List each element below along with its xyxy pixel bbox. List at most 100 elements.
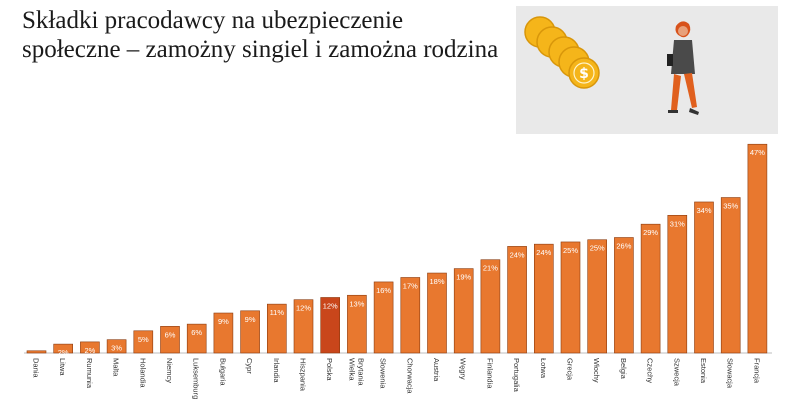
data-label-Malta: 3% [111, 344, 122, 353]
tick-label-Malta: Malta [112, 358, 121, 377]
svg-text:Austria: Austria [432, 358, 441, 382]
svg-text:Chorwacja: Chorwacja [405, 358, 414, 394]
bar-Czechy [640, 223, 661, 354]
illustration-panel: $ [516, 6, 778, 134]
data-label-Polska: 12% [323, 301, 338, 310]
bar-Grecja [560, 241, 581, 354]
bar-Niemcy [160, 326, 180, 354]
svg-text:Luksemburg: Luksemburg [192, 358, 201, 399]
data-label-Grecja: 25% [563, 246, 578, 255]
bar-Wielka Brytania [347, 294, 367, 354]
tick-label-Irlandia: Irlandia [272, 358, 281, 383]
data-label-Wielka Brytania: 13% [349, 299, 364, 308]
svg-text:Malta: Malta [112, 358, 121, 377]
bar-Irlandia [266, 303, 287, 354]
data-label-Bułgaria: 9% [218, 317, 229, 326]
tick-label-Słowenia: Słowenia [379, 358, 388, 389]
data-label-Irlandia: 11% [270, 308, 285, 317]
tick-label-Czechy: Czechy [646, 358, 655, 383]
data-label-Niemcy: 6% [165, 330, 176, 339]
data-label-Luksemburg: 6% [191, 328, 202, 337]
svg-text:Słowenia: Słowenia [379, 358, 388, 389]
bar-Łotwa [533, 243, 554, 354]
data-label-Hiszpania: 12% [296, 304, 311, 313]
tick-label-Estonia: Estonia [699, 358, 708, 384]
svg-text:Szwecja: Szwecja [672, 358, 681, 387]
tick-label-Dania: Dania [32, 358, 41, 378]
svg-text:Belgia: Belgia [619, 358, 628, 380]
tick-label-Węgry: Węgry [459, 358, 468, 380]
coin-stack-icon: $ [524, 16, 600, 89]
bar-Cypr [240, 310, 260, 354]
tick-label-Bułgaria: Bułgaria [218, 358, 227, 386]
bar-Austria [427, 272, 447, 354]
data-label-Litwa: 2% [58, 348, 69, 357]
svg-text:Brytania: Brytania [356, 358, 365, 386]
svg-text:Grecja: Grecja [566, 358, 575, 381]
tick-label-Szwecja: Szwecja [672, 358, 681, 387]
bar-Portugalia [507, 246, 527, 354]
bar-Bułgaria [213, 312, 234, 354]
data-label-Słowenia: 16% [376, 286, 391, 295]
tick-label-Słowacja: Słowacja [726, 358, 735, 389]
tick-label-Rumunia: Rumunia [85, 358, 94, 389]
svg-text:Francja: Francja [752, 358, 761, 384]
data-label-Francja: 47% [750, 148, 765, 157]
svg-text:Wielka: Wielka [347, 358, 356, 381]
tick-label-Luksemburg: Luksemburg [192, 358, 201, 399]
bar-Malta [106, 339, 127, 354]
tick-label-Cypr: Cypr [245, 358, 254, 374]
bar-Słowenia [373, 281, 394, 354]
svg-text:Finlandia: Finlandia [485, 358, 494, 389]
data-label-Czechy: 29% [643, 228, 658, 237]
svg-text:$: $ [579, 66, 589, 82]
data-label-Belgia: 26% [616, 242, 631, 251]
tick-label-Polska: Polska [325, 358, 334, 381]
data-label-Portugalia: 24% [510, 250, 525, 259]
svg-text:Łotwa: Łotwa [539, 358, 548, 379]
data-label-Chorwacja: 17% [403, 281, 418, 290]
tick-label-Austria: Austria [432, 358, 441, 382]
svg-text:Portugalia: Portugalia [512, 358, 521, 393]
tick-label-Litwa: Litwa [58, 358, 67, 376]
bar-Belgia [614, 237, 634, 354]
tick-label-Niemcy: Niemcy [165, 358, 174, 383]
tick-label-Holandia: Holandia [138, 358, 147, 388]
data-label-Rumunia: 2% [84, 346, 95, 355]
svg-text:Włochy: Włochy [592, 358, 601, 383]
tick-label-Belgia: Belgia [619, 358, 628, 380]
tick-label-Wielka Brytania: Wielka Brytania [347, 358, 365, 386]
bar-Węgry [453, 268, 474, 354]
chart-title: Składki pracodawcy na ubezpieczenie społ… [22, 7, 499, 63]
data-label-Estonia: 34% [696, 206, 711, 215]
svg-text:Rumunia: Rumunia [85, 358, 94, 389]
svg-text:Bułgaria: Bułgaria [218, 358, 227, 386]
svg-text:Niemcy: Niemcy [165, 358, 174, 383]
bar-Litwa [53, 343, 74, 354]
svg-text:Dania: Dania [32, 358, 41, 378]
bar-Słowacja [720, 197, 741, 354]
svg-text:Polska: Polska [325, 358, 334, 381]
tick-label-Finlandia: Finlandia [485, 358, 494, 389]
data-label-Cypr: 9% [245, 315, 256, 324]
data-label-Włochy: 25% [590, 244, 605, 253]
bar-Włochy [587, 239, 608, 354]
bar-Rumunia [80, 341, 100, 354]
data-label-Finlandia: 21% [483, 264, 498, 273]
svg-text:Cypr: Cypr [245, 358, 254, 374]
tick-label-Łotwa: Łotwa [539, 358, 548, 379]
data-label-Holandia: 5% [138, 335, 149, 344]
data-label-Łotwa: 24% [536, 248, 551, 257]
bar-Finlandia [480, 259, 501, 354]
tick-label-Włochy: Włochy [592, 358, 601, 383]
svg-text:Węgry: Węgry [459, 358, 468, 380]
data-label-Słowacja: 35% [723, 202, 738, 211]
bar-Holandia [133, 330, 154, 354]
bar-Dania [26, 350, 47, 354]
bar-Szwecja [667, 214, 688, 354]
tick-label-Francja: Francja [752, 358, 761, 384]
bar-Estonia [694, 201, 714, 354]
data-label-Austria: 18% [429, 277, 444, 286]
svg-text:Hiszpania: Hiszpania [299, 358, 308, 392]
